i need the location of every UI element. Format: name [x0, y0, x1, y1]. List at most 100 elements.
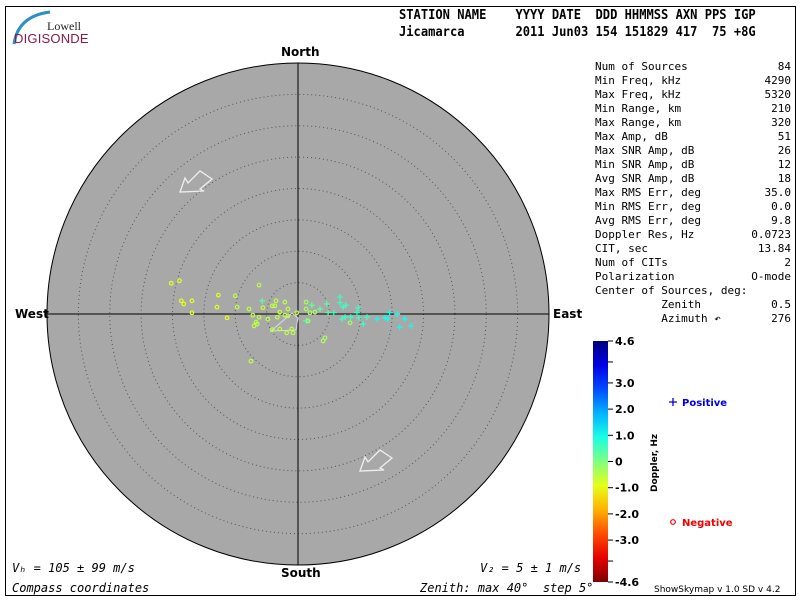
logo-text-lowell: Lowell: [47, 19, 81, 33]
stat-value: 2: [784, 256, 791, 269]
stat-label: Center of Sources, deg:: [595, 284, 748, 297]
negative-doppler-point: [178, 298, 184, 304]
negative-doppler-point: [224, 315, 230, 321]
negative-doppler-point: [256, 314, 262, 320]
negative-doppler-point: [289, 326, 295, 332]
negative-doppler-point: [274, 314, 280, 320]
stat-row: Min Freq, kHz 4290: [595, 74, 791, 88]
stat-label: Min RMS Err, deg: [595, 200, 701, 213]
stat-value: 13.84: [757, 242, 791, 255]
positive-doppler-point: [340, 304, 347, 311]
negative-doppler-point: [285, 313, 291, 319]
negative-doppler-point: [181, 301, 187, 307]
stat-row: Doppler Res, Hz 0.0723: [595, 228, 791, 242]
stat-label: Min Range, km: [595, 102, 682, 115]
doppler-colorbar: [593, 341, 608, 582]
negative-doppler-point: [303, 306, 309, 312]
positive-doppler-point: [337, 294, 344, 301]
stat-label: CIT, sec: [595, 242, 648, 255]
negative-doppler-point: [273, 298, 279, 304]
stat-value: O-mode: [751, 270, 791, 283]
velocity-arrow-icon: [179, 170, 214, 193]
negative-doppler-point: [246, 306, 252, 312]
negative-doppler-point: [234, 304, 240, 310]
positive-doppler-point: [337, 299, 344, 306]
coordinate-system-label: Compass coordinates: [12, 581, 150, 595]
stat-value: 35.0: [764, 186, 792, 199]
negative-doppler-point: [282, 299, 288, 305]
stat-label: Num of Sources: [595, 60, 688, 73]
stat-value: 84: [777, 60, 791, 73]
stat-row: CIT, sec 13.84: [595, 242, 791, 256]
stat-label: Avg RMS Err, deg: [595, 214, 701, 227]
stat-row: Polarization O-mode: [595, 270, 791, 284]
negative-doppler-point: [254, 321, 260, 327]
vh-readout: Vₕ = 105 ± 99 m/s: [12, 561, 135, 575]
legend-negative: Negative: [682, 518, 733, 529]
negative-doppler-point: [347, 320, 353, 326]
negative-doppler-point: [269, 303, 275, 309]
colorbar-tick-label: 1.0: [615, 429, 635, 442]
stat-row: Min RMS Err, deg 0.0: [595, 200, 791, 214]
stat-row: Zenith 0.5: [595, 298, 791, 312]
negative-doppler-point: [177, 278, 182, 284]
colorbar-tick-label: -1.0: [615, 482, 639, 495]
negative-doppler-point: [284, 330, 290, 336]
positive-doppler-point: [303, 317, 310, 324]
stat-label: Max RMS Err, deg: [595, 186, 701, 199]
stat-label: Num of CITs: [595, 256, 668, 269]
colorbar-tick-label: 2.0: [615, 403, 635, 416]
positive-doppler-point: [259, 297, 266, 304]
stat-row: Min SNR Amp, dB 12: [595, 158, 791, 172]
stat-value: 276: [771, 312, 791, 325]
colorbar-tick-label: 3.0: [615, 377, 635, 390]
direction-east: East: [553, 307, 583, 321]
positive-marker-icon: [669, 398, 677, 406]
negative-doppler-point: [248, 358, 254, 364]
negative-doppler-point: [307, 310, 313, 316]
negative-doppler-point: [214, 304, 220, 310]
stat-value: 51: [777, 130, 791, 143]
stat-label: Max Freq, kHz: [595, 88, 682, 101]
stat-row: Min Range, km 210: [595, 102, 791, 116]
positive-doppler-point: [342, 314, 349, 321]
stat-value: 4290: [764, 74, 792, 87]
logo-text-digisonde: DIGISONDE: [14, 31, 89, 46]
stat-row: Max SNR Amp, dB 26: [595, 144, 791, 158]
stat-row: Max Range, km 320: [595, 116, 791, 130]
vz-readout: V₂ = 5 ± 1 m/s: [480, 561, 582, 575]
stat-value: 0.5: [771, 298, 791, 311]
stat-label: Polarization: [595, 270, 675, 283]
negative-doppler-point: [303, 299, 309, 305]
stat-value: 0.0: [771, 200, 791, 213]
negative-doppler-point: [260, 305, 266, 311]
negative-doppler-point: [285, 306, 291, 312]
stat-label: Avg SNR Amp, dB: [595, 172, 695, 185]
stat-value: 320: [771, 116, 791, 129]
stat-value: 210: [771, 102, 791, 115]
header-values: Jicamarca 2011 Jun03 154 151829 417 75 +…: [399, 25, 756, 40]
positive-doppler-point: [386, 309, 393, 316]
positive-doppler-point: [364, 314, 371, 321]
colorbar-tick-label: -3.0: [615, 534, 639, 547]
stat-label: Azimuth ↶: [595, 312, 721, 325]
colorbar-label: Doppler, Hz: [650, 434, 660, 492]
stat-label: Max Range, km: [595, 116, 682, 129]
stat-row: Num of CITs 2: [595, 256, 791, 270]
stat-label: Max Amp, dB: [595, 130, 668, 143]
direction-west: West: [15, 307, 49, 321]
stat-row: Max Freq, kHz 5320: [595, 88, 791, 102]
zenith-scale-label: Zenith: max 40° step 5°: [420, 581, 594, 595]
stat-label: Doppler Res, Hz: [595, 228, 695, 241]
stat-row: Azimuth ↶ 276: [595, 312, 791, 326]
stat-label: Zenith: [595, 298, 701, 311]
negative-doppler-point: [269, 327, 275, 333]
stat-label: Min Freq, kHz: [595, 74, 682, 87]
negative-doppler-point: [168, 280, 174, 286]
negative-doppler-point: [312, 309, 318, 315]
header-labels: STATION NAME YYYY DATE DDD HHMMSS AXN PP…: [399, 8, 756, 23]
positive-doppler-point: [347, 314, 354, 321]
stat-row: Max Amp, dB 51: [595, 130, 791, 144]
positive-doppler-point: [330, 309, 337, 316]
